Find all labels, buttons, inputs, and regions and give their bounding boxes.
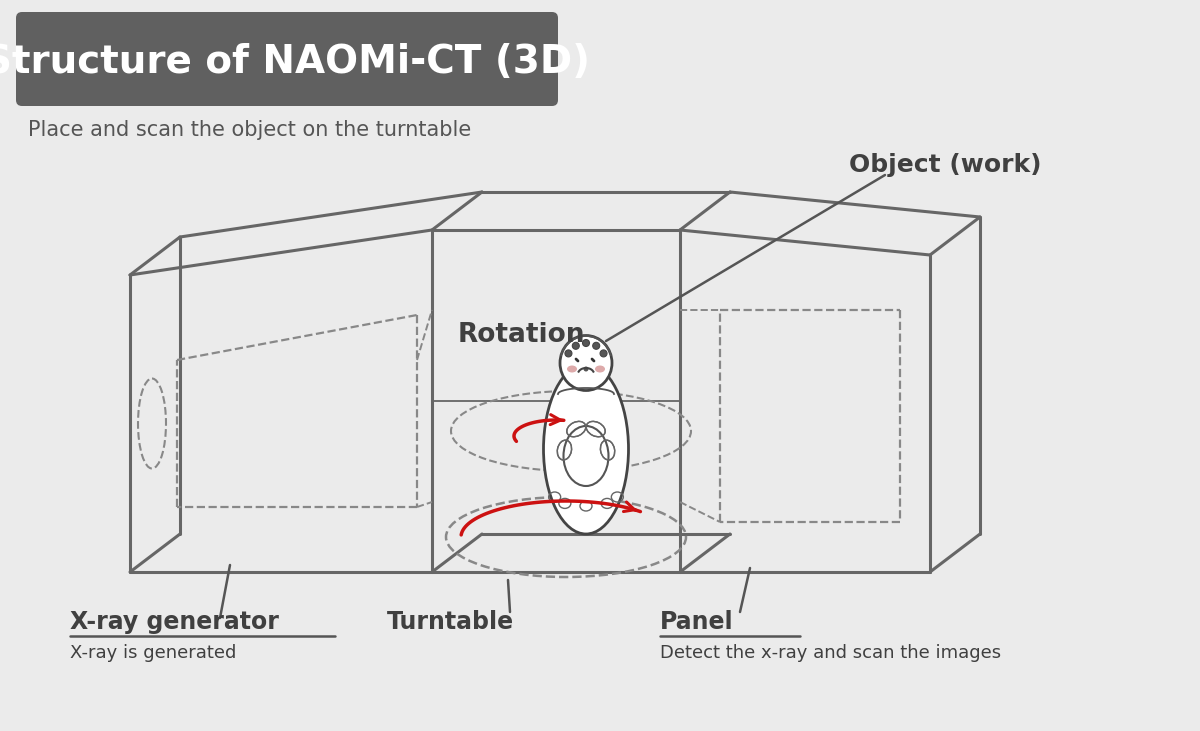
Ellipse shape: [568, 366, 577, 373]
Text: Structure of NAOMi-CT (3D): Structure of NAOMi-CT (3D): [0, 43, 590, 81]
Ellipse shape: [583, 366, 588, 371]
Text: Place and scan the object on the turntable: Place and scan the object on the turntab…: [28, 120, 472, 140]
Ellipse shape: [572, 342, 580, 349]
Ellipse shape: [593, 342, 600, 349]
Text: X-ray generator: X-ray generator: [70, 610, 278, 634]
Text: Panel: Panel: [660, 610, 733, 634]
Text: Detect the x-ray and scan the images: Detect the x-ray and scan the images: [660, 644, 1001, 662]
FancyBboxPatch shape: [16, 12, 558, 106]
Text: Object (work): Object (work): [848, 153, 1042, 177]
Text: Turntable: Turntable: [386, 610, 514, 634]
Text: Rotation: Rotation: [457, 322, 584, 348]
Ellipse shape: [544, 364, 629, 534]
Ellipse shape: [595, 366, 605, 373]
Ellipse shape: [582, 339, 589, 346]
Ellipse shape: [600, 350, 607, 357]
Text: X-ray is generated: X-ray is generated: [70, 644, 236, 662]
Ellipse shape: [564, 426, 608, 486]
Ellipse shape: [560, 336, 612, 390]
Ellipse shape: [565, 350, 572, 357]
